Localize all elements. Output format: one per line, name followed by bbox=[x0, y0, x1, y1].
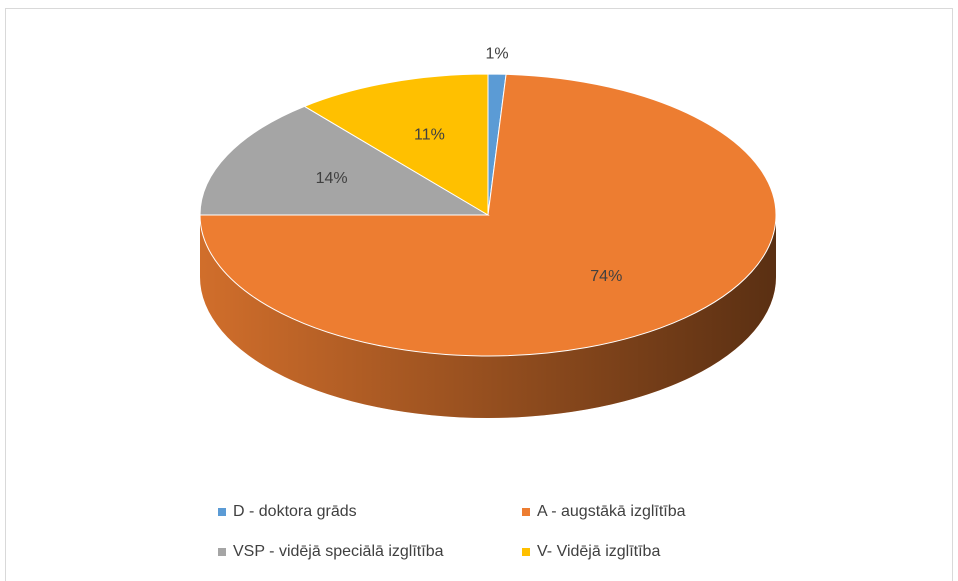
pie-slice bbox=[303, 73, 489, 216]
legend-label: V- Vidējā izglītība bbox=[537, 543, 660, 560]
legend-label: D - doktora grāds bbox=[233, 503, 357, 520]
legend-label: A - augstākā izglītība bbox=[537, 503, 686, 520]
data-label: 14% bbox=[316, 170, 348, 187]
pie-slice bbox=[199, 105, 490, 216]
data-label: 1% bbox=[485, 45, 508, 62]
legend-swatch bbox=[218, 508, 226, 516]
pie-side-shade bbox=[200, 215, 776, 418]
chart-border bbox=[5, 8, 953, 581]
data-label: 11% bbox=[414, 127, 445, 144]
legend-swatch bbox=[522, 508, 530, 516]
legend-label: VSP - vidējā speciālā izglītība bbox=[233, 543, 444, 560]
legend-swatch bbox=[522, 548, 530, 556]
data-label: 74% bbox=[590, 268, 622, 285]
legend-swatch bbox=[218, 548, 226, 556]
